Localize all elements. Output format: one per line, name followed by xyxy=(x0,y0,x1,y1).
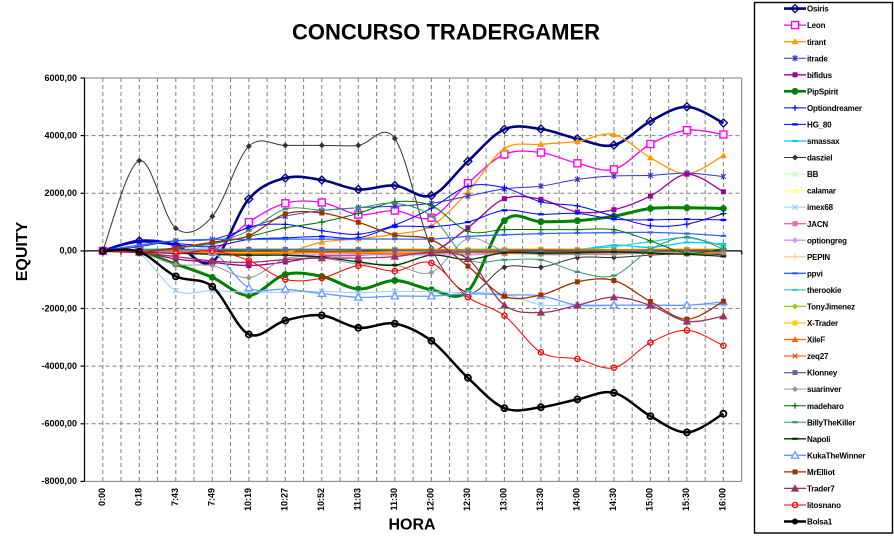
svg-text:X-Trader: X-Trader xyxy=(807,319,838,328)
svg-text:Optiondreamer: Optiondreamer xyxy=(807,104,862,113)
svg-text:Leon: Leon xyxy=(807,21,826,30)
svg-text:12:30: 12:30 xyxy=(462,488,472,511)
svg-text:PipSpirit: PipSpirit xyxy=(807,87,839,96)
svg-text:PEPIN: PEPIN xyxy=(807,253,830,262)
svg-text:14:00: 14:00 xyxy=(571,488,581,511)
svg-text:dasziel: dasziel xyxy=(807,154,832,163)
svg-text:EQUITY: EQUITY xyxy=(14,221,31,281)
svg-text:bifidus: bifidus xyxy=(807,71,833,80)
svg-text:Napoli: Napoli xyxy=(807,435,830,444)
svg-text:-6000,00: -6000,00 xyxy=(41,419,77,429)
svg-text:XileF: XileF xyxy=(807,336,825,345)
svg-text:suarinver: suarinver xyxy=(807,385,841,394)
svg-text:BB: BB xyxy=(807,170,819,179)
svg-text:ppvi: ppvi xyxy=(807,269,823,278)
svg-text:16:00: 16:00 xyxy=(717,488,727,511)
svg-text:15:30: 15:30 xyxy=(681,488,691,511)
svg-text:15:00: 15:00 xyxy=(644,488,654,511)
svg-text:10:19: 10:19 xyxy=(243,488,253,511)
svg-text:0,00: 0,00 xyxy=(59,246,77,256)
svg-text:JACN: JACN xyxy=(807,220,828,229)
svg-text:calamar: calamar xyxy=(807,187,836,196)
svg-text:smassax: smassax xyxy=(807,137,840,146)
svg-text:13:30: 13:30 xyxy=(535,488,545,511)
svg-text:HORA: HORA xyxy=(388,517,436,534)
svg-text:-8000,00: -8000,00 xyxy=(41,476,77,486)
svg-text:Osiris: Osiris xyxy=(807,5,829,14)
svg-text:4000,00: 4000,00 xyxy=(44,130,77,140)
svg-text:therookie: therookie xyxy=(807,286,842,295)
svg-text:litosnano: litosnano xyxy=(807,501,841,510)
svg-text:10:52: 10:52 xyxy=(316,488,326,511)
svg-text:HG_80: HG_80 xyxy=(807,121,832,130)
svg-text:Klonney: Klonney xyxy=(807,369,838,378)
svg-text:12:00: 12:00 xyxy=(425,488,435,511)
svg-text:6000,00: 6000,00 xyxy=(44,73,77,83)
svg-text:10:27: 10:27 xyxy=(279,488,289,511)
svg-text:TonyJimenez: TonyJimenez xyxy=(807,303,855,312)
svg-text:-2000,00: -2000,00 xyxy=(41,303,77,313)
svg-text:7:43: 7:43 xyxy=(170,488,180,506)
svg-text:14:30: 14:30 xyxy=(608,488,618,511)
svg-text:zeq27: zeq27 xyxy=(807,352,829,361)
svg-text:optiongreg: optiongreg xyxy=(807,236,847,245)
svg-text:tirant: tirant xyxy=(807,38,826,47)
svg-text:Trader7: Trader7 xyxy=(807,485,835,494)
svg-text:7:49: 7:49 xyxy=(206,488,216,506)
svg-text:11:30: 11:30 xyxy=(389,488,399,511)
svg-text:MrElliot: MrElliot xyxy=(807,468,835,477)
svg-text:madeharo: madeharo xyxy=(807,402,844,411)
svg-text:11:03: 11:03 xyxy=(352,488,362,511)
svg-text:itrade: itrade xyxy=(807,54,828,63)
svg-text:13:00: 13:00 xyxy=(498,488,508,511)
svg-text:CONCURSO TRADERGAMER: CONCURSO TRADERGAMER xyxy=(292,20,600,45)
svg-text:Bolsa1: Bolsa1 xyxy=(807,518,833,527)
svg-text:0:00: 0:00 xyxy=(97,488,107,506)
svg-text:2000,00: 2000,00 xyxy=(44,188,77,198)
svg-text:KukaTheWinner: KukaTheWinner xyxy=(807,451,865,460)
svg-text:-4000,00: -4000,00 xyxy=(41,361,77,371)
svg-text:BillyTheKiller: BillyTheKiller xyxy=(807,418,855,427)
svg-text:0:18: 0:18 xyxy=(133,488,143,506)
svg-text:imex68: imex68 xyxy=(807,203,834,212)
